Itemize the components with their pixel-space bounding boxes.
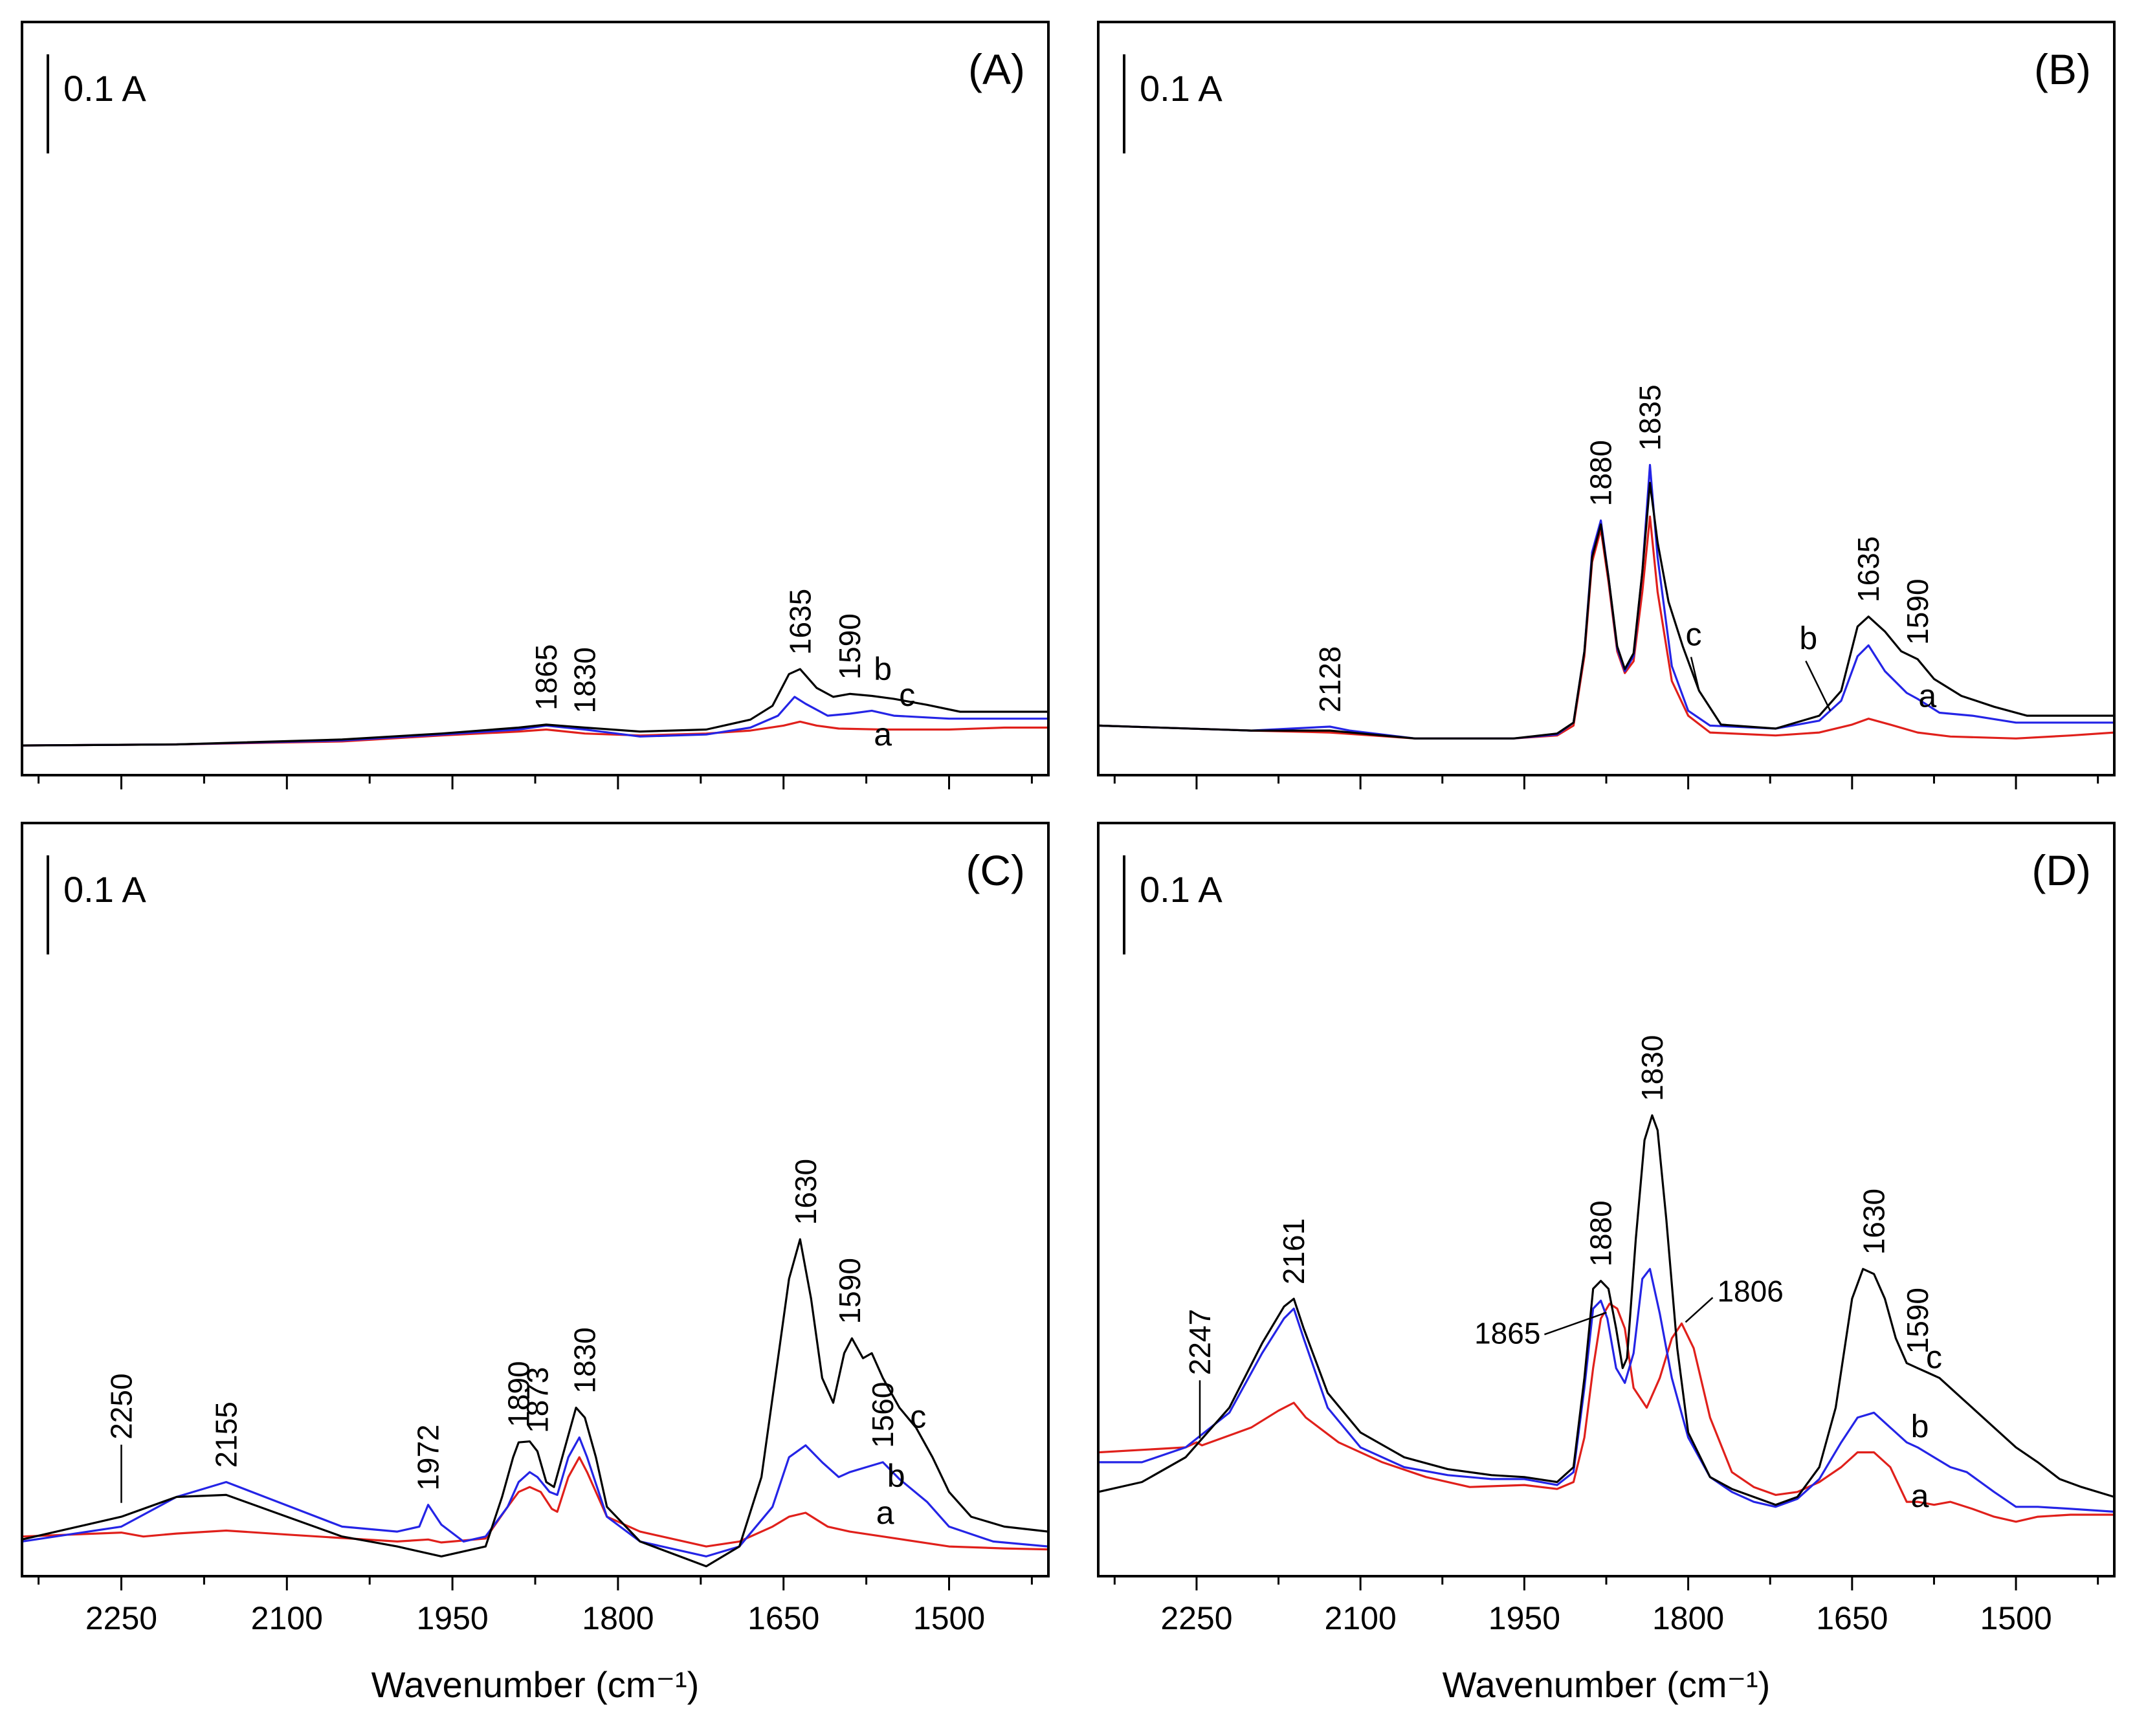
trace-label-a: a bbox=[876, 1495, 894, 1531]
peak-label: 1830 bbox=[568, 647, 602, 713]
leader-line bbox=[1544, 1312, 1607, 1335]
plot-frame bbox=[1097, 21, 2116, 776]
trace-c bbox=[1098, 1114, 2114, 1506]
peak-label: 1635 bbox=[783, 589, 817, 655]
panel-label: (D) bbox=[2031, 846, 2091, 894]
peak-label: 1880 bbox=[1584, 440, 1618, 506]
trace-c bbox=[1098, 481, 2114, 740]
trace-label-b: b bbox=[874, 651, 892, 687]
trace-a bbox=[22, 1456, 1048, 1551]
trace-a bbox=[1098, 515, 2114, 740]
peak-label: 2247 bbox=[1183, 1309, 1217, 1375]
x-tick-label: 1500 bbox=[1980, 1600, 2052, 1636]
peak-label: 1560 bbox=[866, 1382, 900, 1448]
peak-label: 1835 bbox=[1633, 384, 1667, 450]
peak-label: 1630 bbox=[789, 1159, 823, 1225]
panel-c: 2250 2100 1950 1800 1650 1500 Wavenumber (cm⁻¹… bbox=[21, 822, 1050, 1705]
x-tick-label: 1950 bbox=[1488, 1600, 1560, 1636]
trace-label-b: b bbox=[1799, 620, 1817, 656]
x-tick-label: 2100 bbox=[251, 1600, 323, 1636]
trace-a bbox=[1098, 1302, 2114, 1523]
trace-label-a: a bbox=[1911, 1478, 1929, 1514]
peak-label: 1635 bbox=[1852, 536, 1885, 602]
x-tick-label: 1650 bbox=[1816, 1600, 1888, 1636]
scale-bar-label: 0.1 A bbox=[1140, 869, 1222, 910]
scale-bar-label: 0.1 A bbox=[63, 68, 146, 109]
peak-label: 1865 bbox=[529, 644, 563, 710]
trace-label-a: a bbox=[1918, 677, 1936, 714]
peak-label: 1830 bbox=[568, 1327, 602, 1393]
trace-b bbox=[22, 1436, 1048, 1557]
x-tick-label: 1800 bbox=[1652, 1600, 1724, 1636]
trace-b bbox=[1098, 1268, 2114, 1513]
x-tick-label: 1650 bbox=[747, 1600, 819, 1636]
peak-label: 2250 bbox=[104, 1373, 138, 1439]
trace-label-c: c bbox=[899, 677, 915, 713]
x-tick-label: 1950 bbox=[416, 1600, 488, 1636]
trace-label-c: c bbox=[1926, 1339, 1942, 1375]
plot-frame bbox=[1097, 822, 2116, 1577]
peak-label: 1972 bbox=[412, 1424, 445, 1490]
trace-label-a: a bbox=[874, 716, 892, 753]
leader-line bbox=[1805, 660, 1831, 711]
x-tick-label: 2100 bbox=[1325, 1600, 1397, 1636]
peak-label: 2128 bbox=[1313, 646, 1347, 712]
panel-label: (C) bbox=[966, 846, 1025, 894]
trace-label-c: c bbox=[1686, 616, 1702, 652]
peak-label: 1865 bbox=[1474, 1316, 1540, 1350]
trace-label-c: c bbox=[910, 1398, 926, 1434]
peak-label: 1890 bbox=[502, 1361, 535, 1427]
x-tick-label: 1500 bbox=[913, 1600, 985, 1636]
x-tick-label: 1800 bbox=[582, 1600, 654, 1636]
peak-label: 2161 bbox=[1277, 1218, 1311, 1284]
scale-bar-label: 0.1 A bbox=[1140, 68, 1222, 109]
trace-b bbox=[22, 696, 1048, 747]
leader-line bbox=[1690, 657, 1700, 692]
trace-label-b: b bbox=[887, 1458, 905, 1494]
peak-label: 1590 bbox=[1901, 578, 1934, 644]
peak-label: 1590 bbox=[833, 613, 867, 679]
peak-label: 2155 bbox=[209, 1401, 243, 1467]
trace-c bbox=[22, 1238, 1048, 1568]
panel-label: (B) bbox=[2034, 45, 2091, 93]
x-axis-title: Wavenumber (cm⁻¹) bbox=[371, 1664, 700, 1705]
peak-label: 1630 bbox=[1857, 1189, 1891, 1255]
x-tick-label: 2250 bbox=[85, 1600, 157, 1636]
peak-label: 1873 bbox=[520, 1367, 554, 1433]
leader-line bbox=[1685, 1297, 1714, 1323]
panel-label: (A) bbox=[968, 45, 1025, 93]
peak-label: 1806 bbox=[1717, 1274, 1783, 1308]
trace-c bbox=[22, 668, 1048, 747]
panel-b: (B) 0.1 A 2128 1880 1835 1635 1590 c b a bbox=[1097, 21, 2116, 789]
scale-bar-label: 0.1 A bbox=[63, 869, 146, 910]
panel-a: (A) 0.1 A 1865 1830 1635 1590 bca bbox=[21, 21, 1050, 789]
peak-label: 1590 bbox=[833, 1258, 867, 1324]
x-tick-label: 2250 bbox=[1160, 1600, 1232, 1636]
x-axis-title: Wavenumber (cm⁻¹) bbox=[1443, 1664, 1771, 1705]
peak-label: 1880 bbox=[1584, 1200, 1618, 1266]
panel-d: 2250 2100 1950 1800 1650 1500 Wavenumber (cm⁻¹… bbox=[1097, 822, 2116, 1705]
peak-label: 1830 bbox=[1635, 1035, 1669, 1101]
trace-label-b: b bbox=[1911, 1409, 1929, 1445]
peak-label: 1590 bbox=[1901, 1288, 1934, 1354]
